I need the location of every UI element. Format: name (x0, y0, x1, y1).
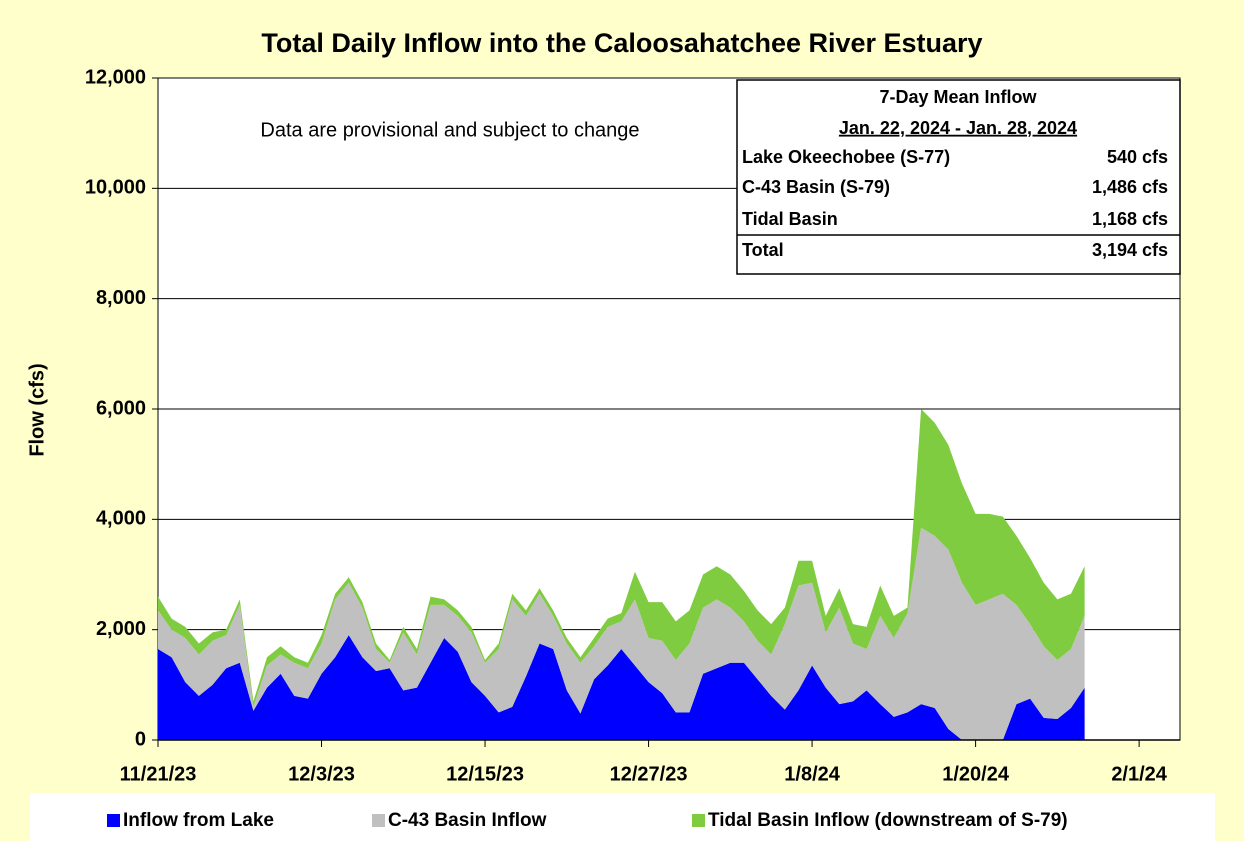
x-tick-label: 11/21/23 (120, 763, 197, 785)
y-tick-label: 2,000 (96, 618, 146, 640)
table-value: 540 cfs (1107, 147, 1168, 167)
x-tick-label: 12/15/23 (446, 763, 524, 785)
legend-label: Inflow from Lake (123, 810, 274, 831)
table-label: Total (742, 240, 784, 260)
x-tick-label: 12/3/23 (288, 763, 355, 785)
table-value: 3,194 cfs (1092, 240, 1168, 260)
x-tick-label: 12/27/23 (610, 763, 688, 785)
x-tick-label: 2/1/24 (1111, 763, 1167, 785)
area (158, 409, 1085, 707)
legend-swatch (692, 814, 705, 827)
table-title: 7-Day Mean Inflow (879, 87, 1037, 107)
table-subtitle: Jan. 22, 2024 - Jan. 28, 2024 (839, 118, 1077, 138)
table-label: Lake Okeechobee (S-77) (742, 147, 950, 167)
table: Lake Okeechobee (S-77) 540 cfs C-43 Basin … (742, 147, 1168, 260)
area (158, 527, 1085, 740)
y-tick-label: 6,000 (96, 397, 146, 419)
y-tick-label: 0 (135, 728, 146, 750)
x-tick-label: 1/8/24 (784, 763, 840, 785)
legend-swatch (372, 814, 385, 827)
y-tick-label: 10,000 (85, 177, 146, 199)
area (158, 635, 1085, 740)
table-value: 1,168 cfs (1092, 209, 1168, 229)
y-tick-label: 4,000 (96, 508, 146, 530)
table-label: C-43 Basin (S-79) (742, 177, 890, 197)
legend-swatch (107, 814, 120, 827)
table-value: 1,486 cfs (1092, 177, 1168, 197)
y-tick-label: 8,000 (96, 287, 146, 309)
y-axis-label: Flow (cfs) (26, 363, 48, 456)
legend-label: C-43 Basin Inflow (388, 810, 547, 831)
summary-box (736, 79, 1181, 275)
table-label: Tidal Basin (742, 209, 838, 229)
legend-band (30, 793, 1215, 841)
annotation: Data are provisional and subject to chan… (260, 119, 639, 141)
chart-title: Total Daily Inflow into the Caloosahatch… (261, 28, 982, 58)
y-tick-label: 12,000 (85, 66, 146, 88)
legend-label: Tidal Basin Inflow (downstream of S-79) (708, 810, 1068, 831)
x-tick-label: 1/20/24 (942, 763, 1010, 785)
